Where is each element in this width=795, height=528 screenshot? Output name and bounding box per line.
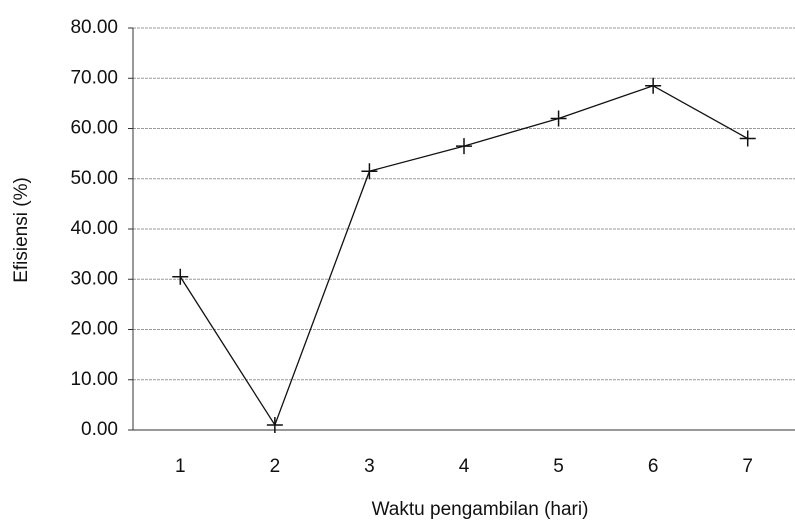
marker [645, 77, 662, 94]
y-tick-label: 0.00 [81, 419, 118, 440]
x-tick-label: 5 [553, 456, 564, 477]
x-tick-label: 1 [175, 456, 186, 477]
marker [266, 416, 283, 433]
marker [361, 163, 378, 180]
marker [456, 138, 472, 155]
y-tick-label: 60.00 [70, 118, 118, 139]
y-tick-label: 50.00 [70, 168, 118, 189]
line [179, 85, 749, 427]
y-tick-label: 70.00 [70, 67, 118, 88]
y-tick-label: 20.00 [70, 319, 118, 340]
x-axis-label: Waktu pengambilan (hari) [372, 499, 589, 520]
y-tick-label: 40.00 [70, 218, 118, 239]
x-tick-label: 6 [648, 456, 659, 477]
x-tick-label: 4 [459, 456, 470, 477]
marker [172, 268, 189, 285]
x-tick-label: 7 [742, 456, 753, 477]
y-tick-label: 80.00 [70, 17, 118, 38]
x-tick-label: 2 [270, 456, 281, 477]
y-axis-label: Efisiensi (%) [11, 177, 32, 283]
marker [739, 130, 756, 147]
marker [550, 110, 567, 127]
y-tick-label: 10.00 [70, 369, 118, 390]
y-tick-label: 30.00 [70, 268, 118, 289]
x-tick-label: 3 [364, 456, 375, 477]
